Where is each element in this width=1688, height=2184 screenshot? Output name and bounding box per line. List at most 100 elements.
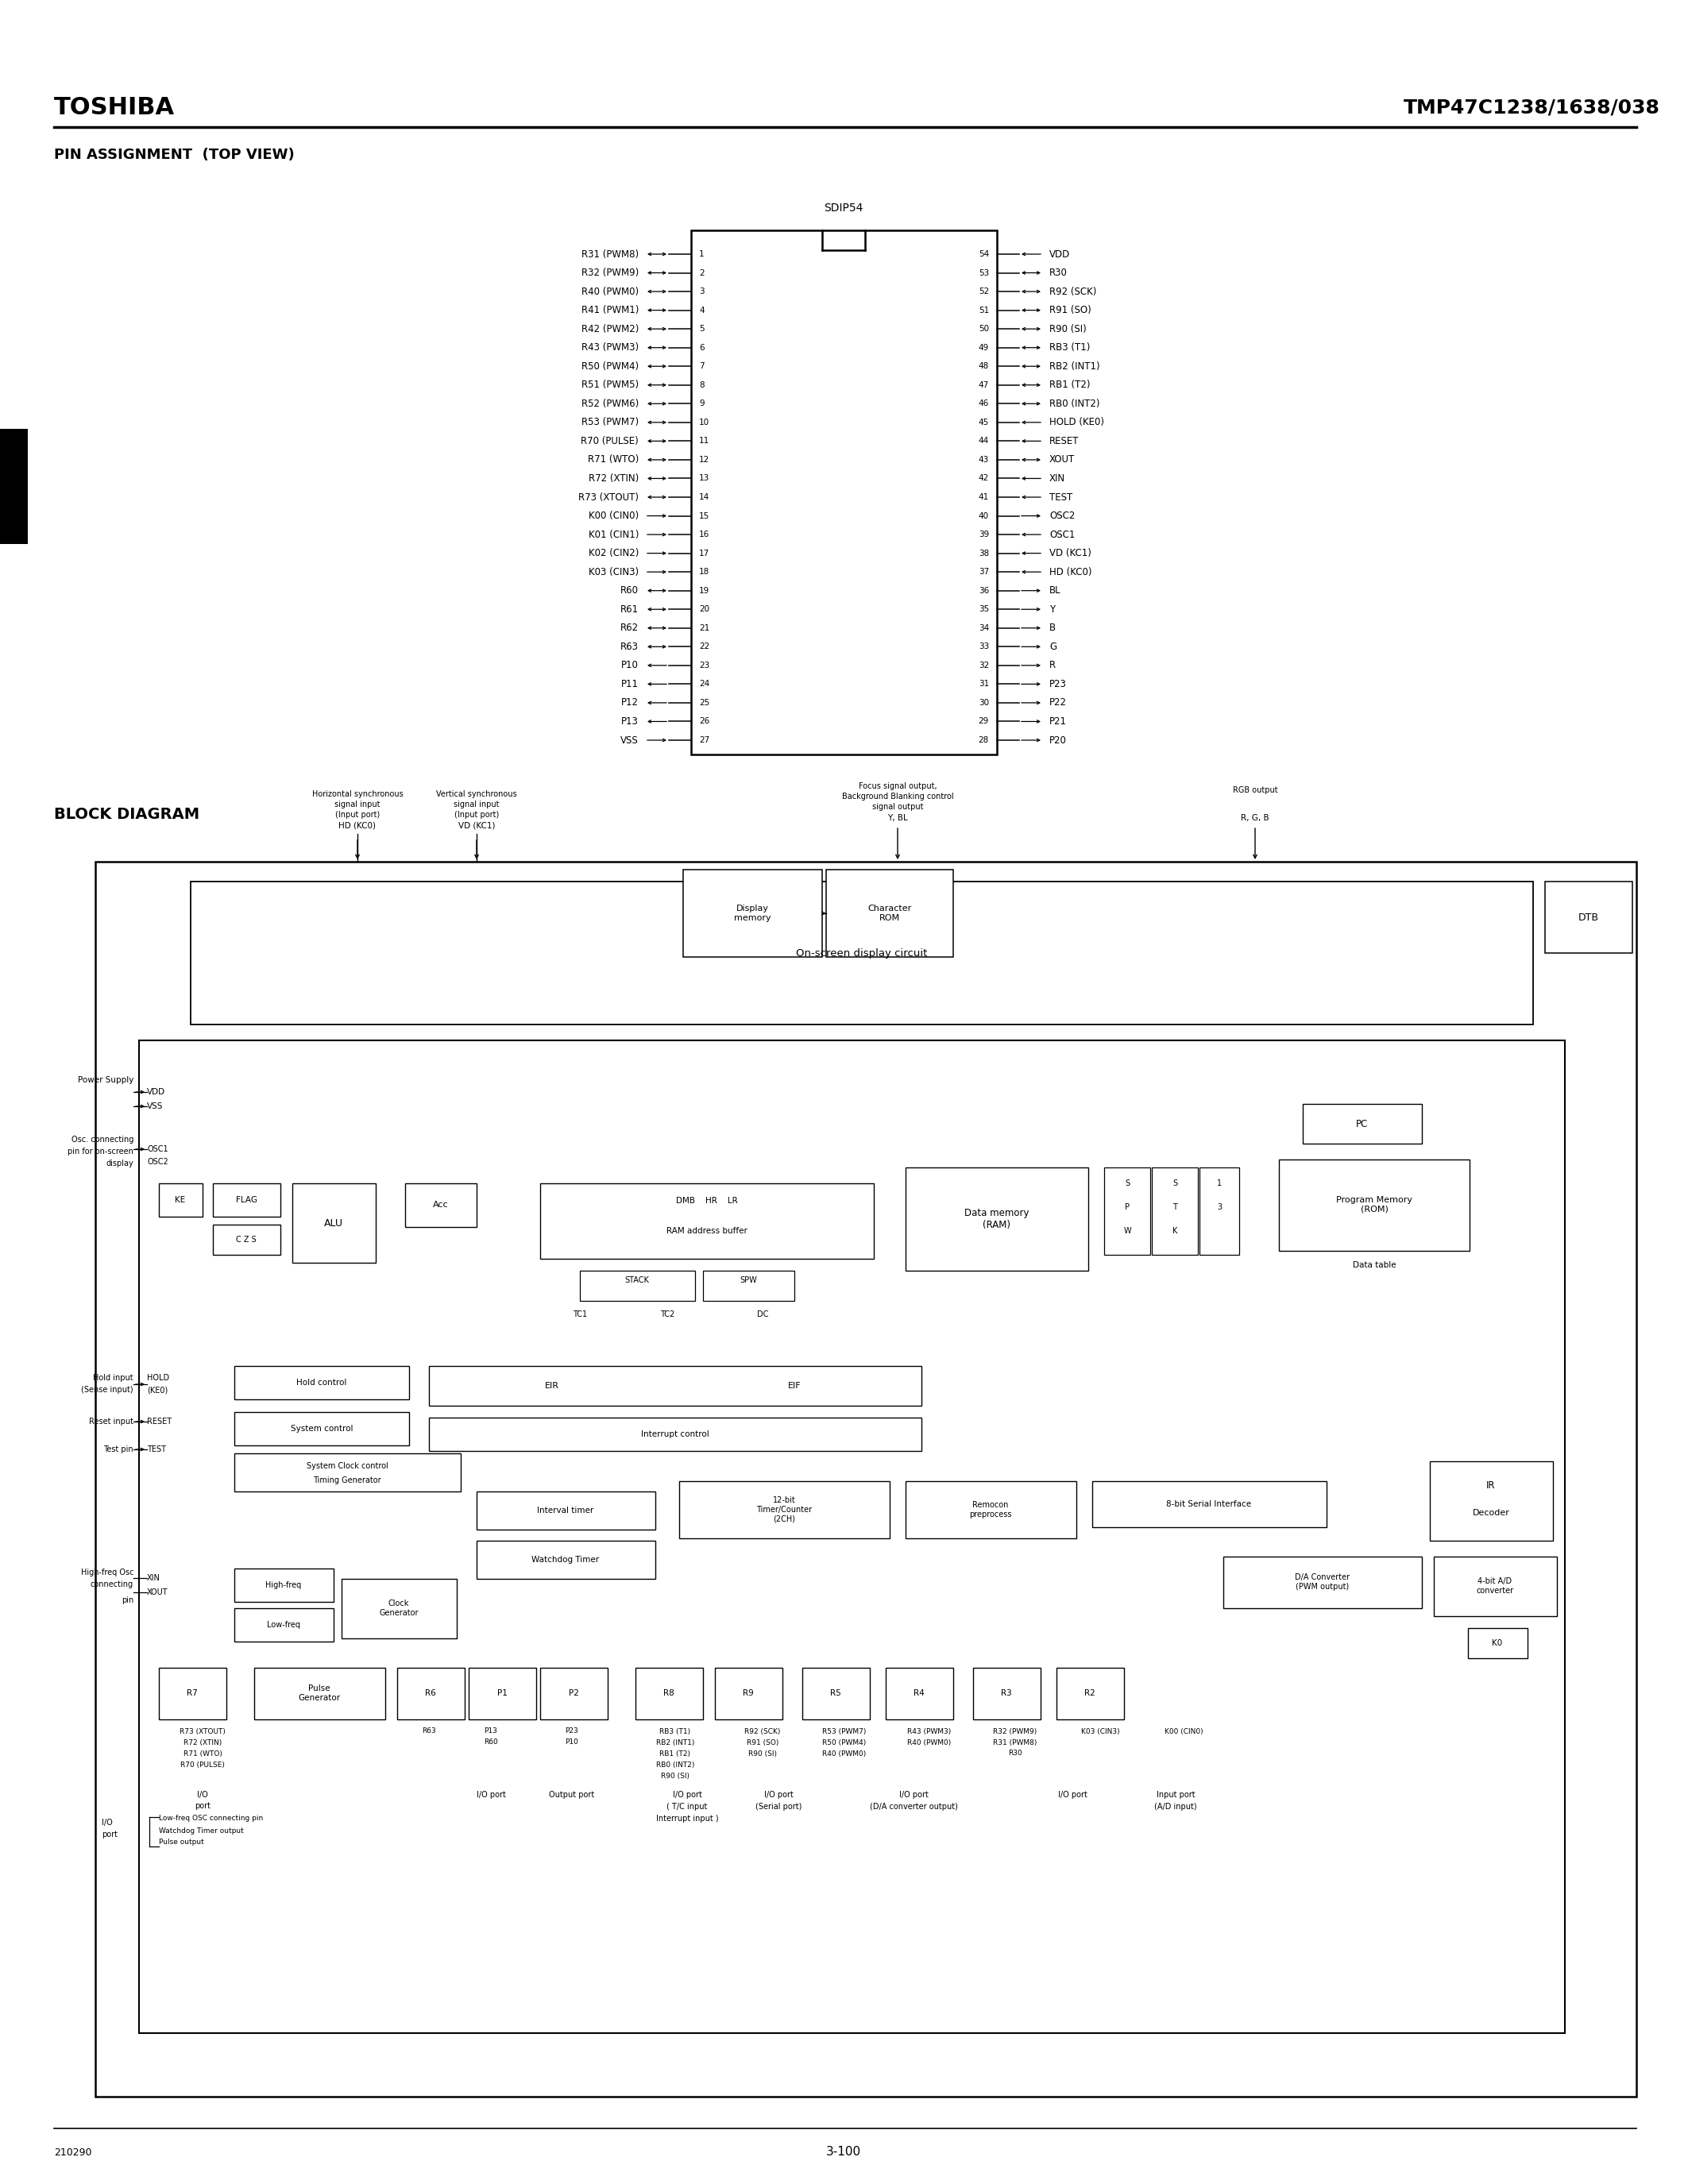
Text: R71 (WTO): R71 (WTO) xyxy=(182,1749,223,1758)
Bar xyxy=(213,1184,280,1216)
Bar xyxy=(476,1540,655,1579)
Text: K03 (CIN3): K03 (CIN3) xyxy=(589,568,638,577)
Text: Y: Y xyxy=(1050,605,1055,614)
Text: K00 (CIN0): K00 (CIN0) xyxy=(1165,1728,1204,1734)
Text: 13: 13 xyxy=(699,474,709,483)
Text: Hold input: Hold input xyxy=(93,1374,133,1382)
Text: R8: R8 xyxy=(663,1688,674,1697)
Bar xyxy=(1280,1160,1470,1251)
Bar xyxy=(341,1579,457,1638)
Text: 25: 25 xyxy=(699,699,709,708)
Text: Focus signal output,: Focus signal output, xyxy=(859,782,937,791)
Text: TOSHIBA: TOSHIBA xyxy=(54,96,176,118)
Text: STACK: STACK xyxy=(625,1275,650,1284)
Bar xyxy=(886,1669,954,1719)
Text: 8-bit Serial Interface: 8-bit Serial Interface xyxy=(1166,1500,1251,1509)
Text: R53 (PWM7): R53 (PWM7) xyxy=(581,417,638,428)
Text: R63: R63 xyxy=(621,642,638,651)
Text: S: S xyxy=(1173,1179,1177,1188)
Text: BL: BL xyxy=(1050,585,1062,596)
Text: Osc. connecting: Osc. connecting xyxy=(71,1136,133,1144)
Text: HOLD (KE0): HOLD (KE0) xyxy=(1050,417,1104,428)
Text: R92 (SCK): R92 (SCK) xyxy=(1050,286,1097,297)
Text: HD (KC0): HD (KC0) xyxy=(339,821,376,830)
Text: 22: 22 xyxy=(699,642,709,651)
Text: P10: P10 xyxy=(621,660,638,670)
Text: 44: 44 xyxy=(979,437,989,446)
Text: Decoder: Decoder xyxy=(1472,1509,1509,1518)
Text: 4-bit A/D
converter: 4-bit A/D converter xyxy=(1477,1577,1514,1594)
Text: R50 (PWM4): R50 (PWM4) xyxy=(581,360,638,371)
Text: RB2 (INT1): RB2 (INT1) xyxy=(657,1738,694,1745)
Text: EIR: EIR xyxy=(545,1382,559,1389)
Text: 32: 32 xyxy=(979,662,989,668)
Text: Background Blanking control: Background Blanking control xyxy=(842,793,954,802)
Text: 16: 16 xyxy=(699,531,709,539)
Text: 52: 52 xyxy=(979,288,989,295)
Text: R71 (WTO): R71 (WTO) xyxy=(587,454,638,465)
Text: EIF: EIF xyxy=(788,1382,802,1389)
Text: RGB output: RGB output xyxy=(1232,786,1278,795)
Text: K03 (CIN3): K03 (CIN3) xyxy=(1080,1728,1119,1734)
Text: I/O port: I/O port xyxy=(898,1791,928,1800)
Text: IR: IR xyxy=(1487,1481,1496,1489)
Bar xyxy=(159,1184,203,1216)
Bar xyxy=(1469,1627,1528,1658)
Text: Test pin: Test pin xyxy=(103,1446,133,1452)
Text: Watchdog Timer output: Watchdog Timer output xyxy=(159,1828,243,1835)
Text: 42: 42 xyxy=(979,474,989,483)
Text: K0: K0 xyxy=(1492,1640,1502,1647)
Bar xyxy=(1092,1481,1327,1527)
Bar xyxy=(235,1568,334,1601)
Text: 54: 54 xyxy=(979,251,989,258)
Text: I/O port: I/O port xyxy=(763,1791,793,1800)
Text: TEST: TEST xyxy=(147,1446,165,1452)
Text: 30: 30 xyxy=(979,699,989,708)
Text: HOLD: HOLD xyxy=(147,1374,169,1382)
Text: R40 (PWM0): R40 (PWM0) xyxy=(581,286,638,297)
Text: R32 (PWM9): R32 (PWM9) xyxy=(993,1728,1036,1734)
Bar xyxy=(235,1607,334,1642)
Text: I/O port: I/O port xyxy=(672,1791,702,1800)
Text: On-screen display circuit: On-screen display circuit xyxy=(797,948,928,959)
Text: signal output: signal output xyxy=(873,804,923,810)
Text: K00 (CIN0): K00 (CIN0) xyxy=(589,511,638,522)
Text: R72 (XTIN): R72 (XTIN) xyxy=(184,1738,221,1745)
Bar xyxy=(397,1669,464,1719)
Text: 5: 5 xyxy=(699,325,704,332)
Text: 40: 40 xyxy=(979,511,989,520)
Text: 18: 18 xyxy=(699,568,709,577)
Text: R60: R60 xyxy=(484,1738,498,1745)
Text: R73 (XTOUT): R73 (XTOUT) xyxy=(579,491,638,502)
Text: 9: 9 xyxy=(699,400,704,408)
Text: 12: 12 xyxy=(699,456,709,463)
Text: I/O: I/O xyxy=(197,1791,208,1800)
Text: R61: R61 xyxy=(619,605,638,614)
Text: High-freq Osc: High-freq Osc xyxy=(81,1568,133,1577)
Text: Low-freq: Low-freq xyxy=(267,1621,300,1629)
Bar xyxy=(905,1168,1089,1271)
Bar xyxy=(1151,1168,1198,1256)
Text: RB0 (INT2): RB0 (INT2) xyxy=(657,1760,694,1769)
Bar xyxy=(1224,1557,1421,1607)
Text: Interval timer: Interval timer xyxy=(537,1507,594,1514)
Text: DC: DC xyxy=(756,1310,768,1319)
Text: B: B xyxy=(1050,622,1055,633)
Text: RB2 (INT1): RB2 (INT1) xyxy=(1050,360,1101,371)
Text: DTB: DTB xyxy=(1578,913,1599,922)
Text: R31 (PWM8): R31 (PWM8) xyxy=(993,1738,1036,1745)
Text: R2: R2 xyxy=(1084,1688,1096,1697)
Text: (Input port): (Input port) xyxy=(454,810,500,819)
Text: R52 (PWM6): R52 (PWM6) xyxy=(581,397,638,408)
Bar xyxy=(905,1481,1077,1538)
Text: RESET: RESET xyxy=(1050,437,1079,446)
Text: SDIP54: SDIP54 xyxy=(824,203,863,214)
Text: 27: 27 xyxy=(699,736,709,745)
Text: 41: 41 xyxy=(979,494,989,500)
Text: HD (KC0): HD (KC0) xyxy=(1050,568,1092,577)
Text: TEST: TEST xyxy=(1050,491,1072,502)
Bar xyxy=(1433,1557,1556,1616)
Bar xyxy=(255,1669,385,1719)
Text: P1: P1 xyxy=(496,1688,506,1697)
Text: K02 (CIN2): K02 (CIN2) xyxy=(589,548,638,559)
